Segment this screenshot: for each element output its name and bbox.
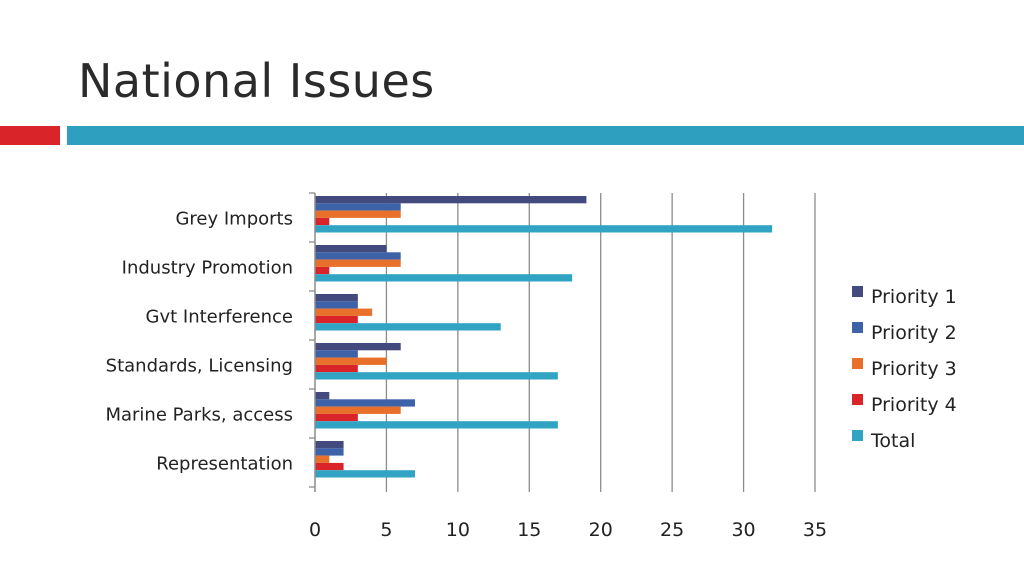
bar-priority-1	[315, 294, 358, 302]
bar-total	[315, 225, 773, 233]
legend-swatch	[852, 286, 863, 297]
bar-priority-2	[315, 301, 358, 309]
category-label: Gvt Interference	[146, 307, 294, 328]
legend-label: Priority 2	[871, 322, 957, 344]
category-label: Standards, Licensing	[106, 356, 293, 377]
bar-priority-2	[315, 203, 401, 211]
bar-total	[315, 470, 415, 478]
bar-priority-3	[315, 455, 330, 463]
bar-priority-4	[315, 462, 344, 471]
x-tick-label: 35	[803, 519, 827, 541]
bar-priority-3	[315, 210, 401, 218]
bar-priority-1	[315, 343, 401, 351]
bar-priority-4	[315, 217, 330, 226]
axes	[309, 192, 316, 492]
legend-swatch	[852, 322, 863, 333]
bar-priority-4	[315, 266, 330, 275]
bar-priority-4	[315, 413, 358, 422]
axis-labels: 0 5 10 15 20 25 30 35 Grey Imports Industry Promo…	[105, 209, 827, 542]
bar-priority-2	[315, 448, 344, 456]
legend-label: Priority 3	[871, 358, 957, 380]
x-tick-label: 15	[517, 519, 541, 541]
bar-total	[315, 421, 558, 429]
bar-total	[315, 274, 573, 282]
x-tick-label: 30	[731, 519, 755, 541]
bar-priority-2	[315, 399, 415, 407]
category-label: Marine Parks, access	[105, 405, 293, 426]
x-tick-label: 25	[660, 519, 684, 541]
bar-priority-3	[315, 406, 401, 414]
x-tick-label: 20	[589, 519, 613, 541]
bar-priority-1	[315, 196, 587, 204]
bar-priority-3	[315, 308, 373, 316]
accent-bar-red	[0, 126, 60, 145]
slide-title: National Issues	[78, 54, 435, 108]
legend-swatch	[852, 358, 863, 369]
bar-priority-4	[315, 315, 358, 324]
x-tick-label: 5	[380, 519, 392, 541]
category-label: Industry Promotion	[122, 258, 293, 279]
bar-priority-1	[315, 392, 330, 400]
legend-swatch	[852, 430, 863, 441]
x-tick-label: 10	[446, 519, 470, 541]
legend-label: Total	[870, 430, 915, 452]
bar-total	[315, 323, 501, 331]
bar-priority-2	[315, 252, 401, 260]
legend-swatch	[852, 394, 863, 405]
bar-priority-2	[315, 350, 358, 358]
category-label: Grey Imports	[175, 209, 293, 230]
category-label: Representation	[156, 454, 293, 475]
accent-bar-teal	[67, 126, 1024, 145]
legend-label: Priority 4	[871, 394, 957, 416]
bar-total	[315, 372, 558, 380]
gridlines	[385, 193, 816, 492]
bar-priority-1	[315, 245, 387, 253]
bars	[315, 196, 773, 478]
legend-label: Priority 1	[871, 286, 957, 308]
bar-priority-3	[315, 357, 387, 365]
bar-priority-1	[315, 441, 344, 449]
x-tick-label: 0	[309, 519, 321, 541]
legend: Priority 1 Priority 2 Priority 3 Priority 4…	[852, 286, 957, 452]
bar-priority-3	[315, 259, 401, 267]
bar-priority-4	[315, 364, 358, 373]
